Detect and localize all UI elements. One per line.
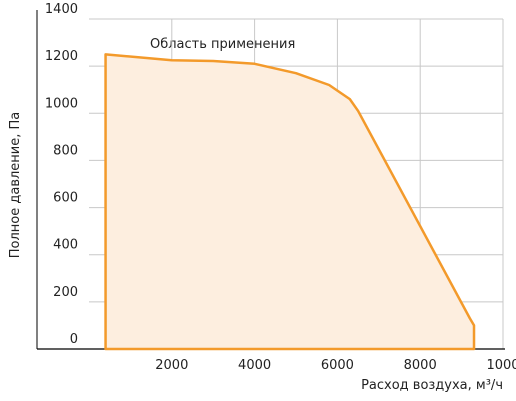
y-tick-label: 1200 (45, 49, 78, 64)
y-axis-label: Полное давление, Па (8, 112, 23, 259)
area (104, 53, 476, 351)
y-tick-label: 600 (53, 191, 78, 206)
y-tick-label: 1000 (45, 96, 78, 111)
y-tick-label: 400 (53, 238, 78, 253)
y-tick-label: 1400 (45, 2, 78, 17)
y-tick-label: 0 (70, 332, 78, 347)
x-tick-label: 8000 (404, 358, 437, 373)
x-axis-label: Расход воздуха, м³/ч (361, 378, 503, 393)
y-tick-label: 200 (53, 285, 78, 300)
x-tick-label: 4000 (238, 358, 271, 373)
x-tick-label: 6000 (321, 358, 354, 373)
y-tick-label: 800 (53, 143, 78, 158)
x-tick-label: 1000 (486, 358, 516, 373)
x-tick-label: 2000 (155, 358, 188, 373)
annotation: Область применения (150, 37, 295, 52)
